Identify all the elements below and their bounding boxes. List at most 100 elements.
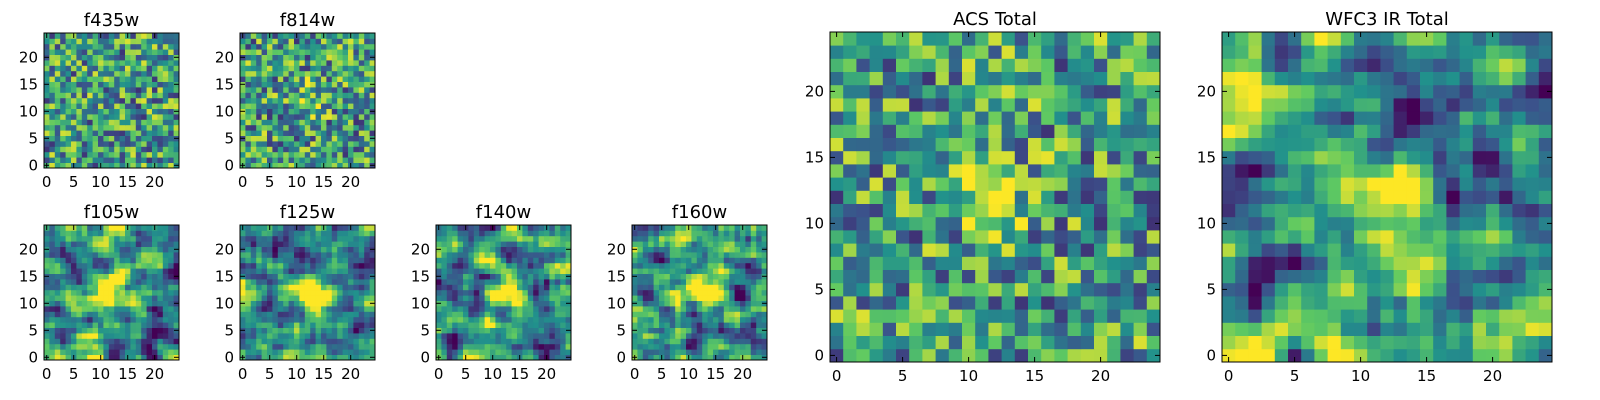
heatmap-cell — [1107, 243, 1121, 257]
heatmap-cell — [331, 343, 338, 350]
heatmap-cell — [135, 289, 142, 296]
heatmap-cell — [468, 338, 475, 345]
heatmap-cell — [723, 225, 730, 231]
heatmap-cell — [81, 103, 88, 109]
heatmap-cell — [500, 333, 507, 339]
heatmap-cell — [294, 70, 300, 77]
heatmap-cell — [723, 316, 730, 323]
heatmap-cell — [554, 235, 561, 242]
heatmap-cell — [173, 70, 180, 77]
heatmap-cell — [310, 230, 316, 237]
heatmap-cell — [299, 235, 306, 242]
heatmap-cell — [125, 284, 131, 291]
heatmap-cell — [141, 349, 147, 355]
heatmap-cell — [1261, 348, 1276, 363]
heatmap-cell — [44, 119, 50, 126]
heatmap-cell — [321, 108, 327, 115]
heatmap-cell — [157, 33, 164, 39]
heatmap-cell — [49, 157, 56, 163]
heatmap-cell — [103, 114, 110, 120]
heatmap-cell — [653, 268, 660, 274]
heatmap-cell — [60, 54, 66, 61]
heatmap-cell — [130, 76, 137, 82]
heatmap-cell — [65, 322, 72, 328]
heatmap-cell — [962, 335, 976, 350]
heatmap-cell — [141, 311, 147, 318]
heatmap-cell — [1028, 203, 1042, 218]
heatmap-cell — [648, 349, 654, 355]
heatmap-cell — [473, 230, 480, 237]
heatmap-cell — [484, 257, 491, 264]
heatmap-cell — [1288, 230, 1302, 244]
heatmap-cell — [718, 354, 725, 361]
heatmap-cell — [125, 311, 131, 318]
heatmap-cell — [364, 65, 370, 72]
heatmap-cell — [843, 282, 857, 297]
heatmap-cell — [44, 157, 50, 163]
heatmap-cell — [843, 164, 857, 178]
heatmap-cell — [745, 257, 752, 264]
heatmap-cell — [856, 230, 870, 244]
heatmap-cell — [299, 38, 306, 45]
heatmap-cell — [1420, 348, 1434, 363]
heatmap-cell — [506, 343, 512, 350]
heatmap-cell — [522, 235, 529, 242]
heatmap-cell — [1486, 203, 1500, 218]
heatmap-cell — [125, 246, 131, 253]
heatmap-cell — [975, 164, 989, 178]
heatmap-cell — [288, 289, 295, 296]
heatmap-cell — [256, 146, 262, 153]
heatmap-cell — [479, 333, 485, 339]
heatmap-cell — [702, 235, 708, 242]
heatmap-cell — [1433, 150, 1447, 165]
heatmap-cell — [441, 295, 448, 301]
heatmap-cell — [560, 306, 566, 312]
heatmap-cell — [1222, 177, 1236, 191]
heatmap-cell — [283, 284, 289, 291]
heatmap-cell — [632, 316, 638, 323]
heatmap-cell — [1301, 164, 1315, 178]
heatmap-cell — [909, 190, 923, 204]
heatmap-cell — [441, 257, 448, 264]
heatmap-cell — [446, 349, 453, 355]
heatmap-cell — [935, 98, 950, 112]
heatmap-cell — [348, 151, 354, 158]
heatmap-cell — [909, 111, 923, 125]
heatmap-cell — [299, 33, 306, 39]
heatmap-cell — [962, 84, 976, 99]
heatmap-cell — [761, 322, 768, 328]
heatmap-cell — [1107, 230, 1121, 244]
heatmap-cell — [87, 311, 93, 318]
heatmap-cell — [680, 252, 687, 258]
heatmap-cell — [500, 354, 507, 361]
heatmap-cell — [1067, 230, 1082, 244]
heatmap-cell — [146, 130, 153, 136]
heatmap-cell — [98, 333, 104, 339]
heatmap-cell — [495, 289, 502, 296]
heatmap-cell — [272, 76, 279, 82]
heatmap-cell — [637, 252, 644, 258]
heatmap-cell — [648, 241, 654, 247]
heatmap-cell — [240, 151, 246, 158]
heatmap-cell — [71, 43, 77, 50]
heatmap-cell — [669, 338, 676, 345]
heatmap-cell — [935, 124, 950, 138]
heatmap-cell — [364, 60, 370, 66]
heatmap-cell — [463, 295, 469, 301]
heatmap-cell — [288, 327, 295, 334]
heatmap-cell — [353, 311, 360, 318]
heatmap-cell — [648, 273, 654, 280]
heatmap-cell — [92, 273, 99, 280]
heatmap-cell — [1274, 296, 1289, 310]
heatmap-cell — [162, 81, 169, 88]
heatmap-cell — [277, 349, 284, 355]
heatmap-cell — [669, 349, 676, 355]
heatmap-cell — [44, 284, 50, 291]
heatmap-cell — [533, 289, 539, 296]
heatmap-cell — [310, 87, 316, 93]
heatmap-cell — [114, 289, 120, 296]
heatmap-cell — [92, 108, 99, 115]
heatmap-cell — [527, 311, 534, 318]
heatmap-cell — [288, 273, 295, 280]
heatmap-cell — [664, 257, 671, 264]
